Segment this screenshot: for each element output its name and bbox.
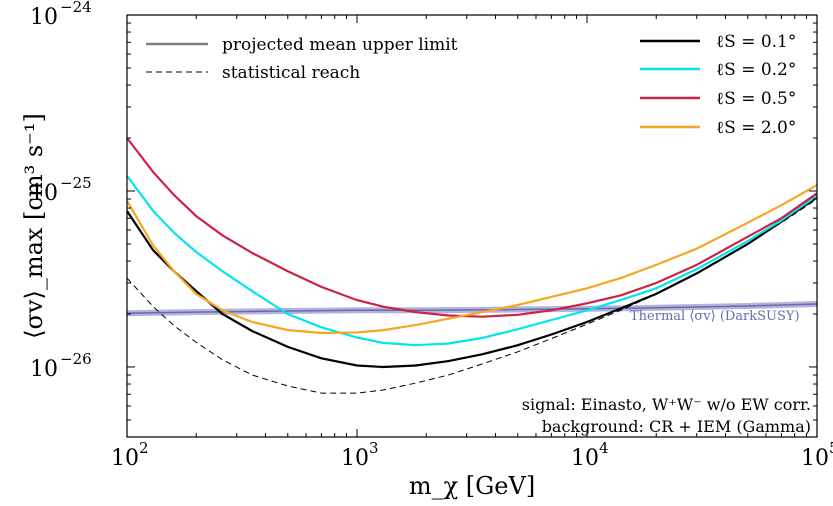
x-tick-label: 10 (801, 446, 829, 471)
series-line-2 (126, 137, 818, 318)
legend-label-series-3: ℓS = 2.0° (716, 118, 796, 138)
x-tick-exponent: 5 (829, 439, 833, 457)
legend-label-solid: projected mean upper limit (222, 35, 458, 55)
y-tick-label: 10 (30, 181, 58, 206)
x-axis-ticks: 102103104105 (111, 15, 833, 471)
series-line-0 (126, 196, 818, 369)
legend-label-series-1: ℓS = 0.2° (716, 60, 796, 80)
y-tick-label: 10 (30, 357, 58, 382)
legend-label-dashed: statistical reach (222, 63, 360, 83)
y-tick-exponent: −25 (60, 174, 92, 192)
style-legend: projected mean upper limit statistical r… (146, 35, 458, 83)
legend-label-series-0: ℓS = 0.1° (716, 32, 796, 52)
x-tick-label: 10 (571, 446, 599, 471)
x-tick-exponent: 4 (599, 439, 609, 457)
thermal-band (127, 301, 817, 317)
series-line-1 (126, 175, 818, 347)
series-line-3 (126, 184, 818, 335)
series-line-4 (126, 198, 818, 394)
y-tick-label: 10 (30, 5, 58, 30)
x-tick-label: 10 (111, 446, 139, 471)
x-axis-label: m_χ [GeV] (409, 472, 535, 500)
background-note: background: CR + IEM (Gamma) (542, 417, 811, 436)
series-lines (126, 137, 818, 394)
x-tick-exponent: 2 (139, 439, 149, 457)
x-tick-label: 10 (341, 446, 369, 471)
series-legend: ℓS = 0.1° ℓS = 0.2° ℓS = 0.5° ℓS = 2.0° (640, 32, 796, 138)
signal-note: signal: Einasto, W⁺W⁻ w/o EW corr. (522, 395, 811, 414)
x-tick-exponent: 3 (369, 439, 379, 457)
y-tick-exponent: −24 (60, 0, 92, 16)
plot-frame (126, 14, 818, 438)
thermal-line (126, 303, 818, 314)
y-axis-label: ⟨σv⟩_max [cm³ s⁻¹] (20, 113, 48, 339)
legend-label-series-2: ℓS = 0.5° (716, 89, 796, 109)
thermal-band-layer (126, 301, 818, 317)
thermal-label: Thermal ⟨σv⟩ (DarkSUSY) (630, 309, 800, 324)
y-tick-exponent: −26 (60, 350, 92, 368)
